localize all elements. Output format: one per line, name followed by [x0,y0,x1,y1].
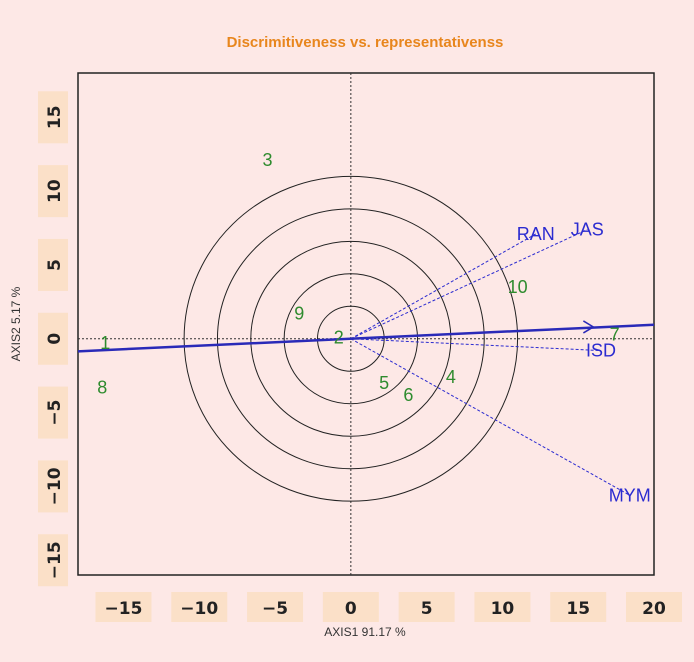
y-tick-label-bg [38,91,68,144]
x-tick-label: 0 [345,599,357,619]
genotype-label: 5 [379,373,389,393]
y-axis-label: AXIS2 5.17 % [9,286,23,361]
genotype-label: 2 [334,327,344,347]
x-tick-label: −10 [180,599,218,619]
concentric-circle [316,305,385,372]
y-tick-label: 15 [45,105,65,129]
x-axis-label: AXIS1 91.17 % [324,625,406,639]
x-tick-label: 10 [491,599,515,619]
x-tick-label-bg [171,592,228,622]
y-tick-label: 5 [45,259,65,271]
genotype-label: 3 [262,150,272,170]
chart-title: Discrimitiveness vs. representativenss [227,34,504,51]
x-tick-label-bg [550,592,607,622]
y-tick-label: −5 [45,400,65,426]
x-tick-label-bg [95,592,152,622]
y-tick-label-bg [38,312,68,365]
genotype-label: 9 [294,304,304,324]
x-tick-label: −5 [262,599,288,619]
concentric-circle [283,273,419,405]
y-tick-label: 0 [45,333,65,345]
y-tick-label-bg [38,238,68,291]
genotype-label: 10 [508,277,528,297]
y-tick-label-bg [38,386,68,439]
genotype-label: 8 [97,377,107,397]
x-tick-label: −15 [105,599,143,619]
concentric-circle [183,175,519,502]
x-tick-label-bg [247,592,304,622]
x-tick-label: 15 [566,599,590,619]
average-environment-axis [77,323,655,353]
axis-arrowhead [582,320,595,334]
x-tick-label-bg [322,592,379,622]
environment-vector [350,233,537,340]
genotype-label: 6 [403,385,413,405]
environment-label: RAN [517,224,555,244]
environment-label: JAS [571,220,604,240]
plot-area [77,72,655,576]
y-tick-label: −15 [45,541,65,579]
x-tick-label: 5 [421,599,433,619]
environment-label: MYM [609,485,651,505]
genotype-label: 4 [446,367,456,387]
environment-label: ISD [586,341,616,361]
x-tick-label-bg [474,592,531,622]
environment-vector [350,338,601,352]
environment-vector [350,229,588,340]
genotype-label: 1 [100,333,110,353]
y-tick-label: 10 [45,179,65,203]
y-tick-label: −10 [45,467,65,505]
concentric-circle [250,240,452,437]
y-tick-label-bg [38,534,68,587]
y-tick-label-bg [38,460,68,513]
genotype-label: 7 [610,324,620,344]
x-tick-label-bg [398,592,455,622]
environment-vector [350,338,630,496]
y-tick-label-bg [38,165,68,218]
x-tick-label-bg [626,592,682,622]
concentric-circle [216,208,485,470]
x-tick-label: 20 [642,599,666,619]
